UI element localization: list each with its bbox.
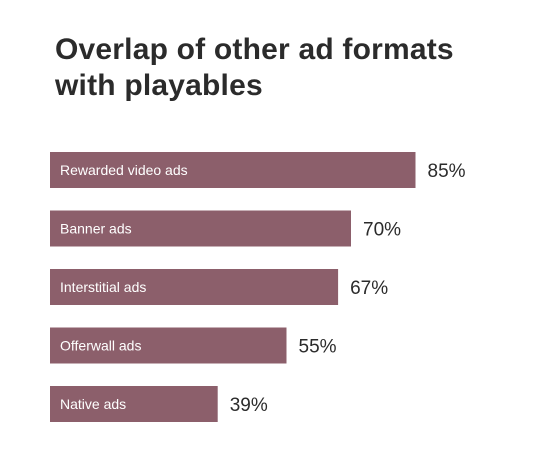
value-label: 67% — [350, 278, 388, 299]
value-label: 70% — [363, 220, 401, 241]
bar — [50, 152, 416, 188]
bar-group: Offerwall ads 55% — [50, 327, 337, 364]
bar-group: Native ads 39% — [50, 386, 268, 422]
bar-group: Rewarded video ads 85% — [50, 152, 466, 188]
category-label: Rewarded video ads — [60, 162, 188, 178]
bar-group: Interstitial ads 67% — [50, 269, 388, 305]
chart-title: Overlap of other ad formats with playabl… — [55, 32, 525, 104]
bar-group: Banner ads 70% — [50, 210, 401, 247]
bar — [50, 386, 218, 422]
value-label: 39% — [230, 395, 268, 416]
category-label: Banner ads — [60, 221, 132, 237]
chart-title-line-1: Overlap of other ad formats — [55, 33, 454, 66]
category-label: Interstitial ads — [60, 279, 146, 295]
bar — [50, 269, 339, 305]
chart-title-line-2: with playables — [55, 69, 263, 102]
value-label: 55% — [299, 337, 337, 358]
bar — [50, 210, 351, 247]
value-label: 85% — [428, 161, 466, 182]
category-label: Offerwall ads — [60, 338, 141, 354]
category-label: Native ads — [60, 396, 126, 412]
bar — [50, 327, 287, 364]
